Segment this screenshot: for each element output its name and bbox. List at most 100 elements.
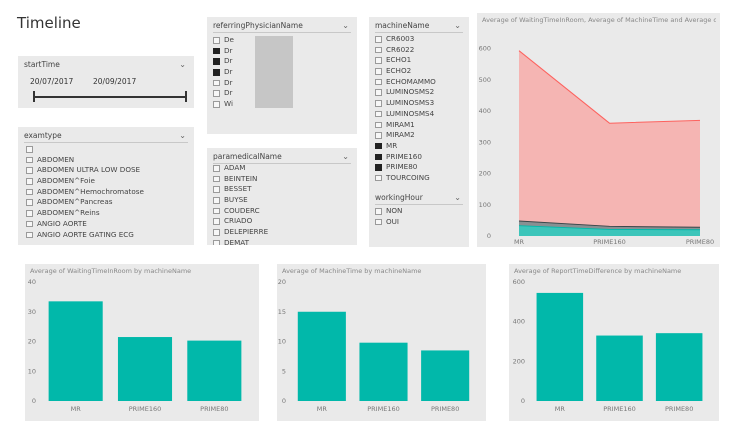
checkbox[interactable] xyxy=(375,68,382,75)
checkbox[interactable] xyxy=(375,132,382,139)
chevron-down-icon[interactable]: ⌄ xyxy=(179,131,186,140)
area-chart-tile[interactable]: Average of WaitingTimeInRoom, Average of… xyxy=(477,13,720,247)
slicer-item[interactable]: LUMINOSMS4 xyxy=(375,109,467,120)
slicer-item[interactable]: ECHO1 xyxy=(375,55,467,66)
chevron-down-icon[interactable]: ⌄ xyxy=(342,21,349,30)
bar-prime160[interactable] xyxy=(359,342,408,401)
bar-prime80[interactable] xyxy=(655,333,703,401)
slicer-item[interactable]: ECHO2 xyxy=(375,66,467,77)
checkbox[interactable] xyxy=(375,208,382,215)
slicer-item[interactable]: DELEPIERRE xyxy=(213,227,353,238)
slicer-item[interactable]: PRIME160 xyxy=(375,152,467,163)
slicer-item[interactable]: COUDERC xyxy=(213,206,353,217)
checkbox[interactable] xyxy=(213,58,220,65)
slicer-item[interactable]: MIRAM2 xyxy=(375,130,467,141)
slicer-item[interactable]: CRIADO xyxy=(213,216,353,227)
chevron-down-icon[interactable]: ⌄ xyxy=(454,193,461,202)
checkbox[interactable] xyxy=(375,142,382,150)
slicer-item[interactable]: ANGIO AORTE xyxy=(26,219,190,230)
slicer-item[interactable]: Dr xyxy=(213,56,353,67)
slicer-item[interactable]: ABDOMEN^Pancreas xyxy=(26,197,190,208)
slicer-item[interactable]: ABDOMEN^Reins xyxy=(26,208,190,219)
report-time-chart-tile[interactable]: Average of ReportTimeDifference by machi… xyxy=(509,264,719,421)
checkbox[interactable] xyxy=(26,210,33,217)
slicer-item[interactable]: LUMINOSMS3 xyxy=(375,98,467,109)
slicer-item[interactable]: De xyxy=(213,35,353,46)
slicer-item[interactable]: ADAM xyxy=(213,163,353,174)
from-date[interactable]: 20/07/2017 xyxy=(30,77,74,86)
machine-time-chart-tile[interactable]: Average of MachineTime by machineName 0 5… xyxy=(277,264,486,421)
bar-prime160[interactable] xyxy=(596,335,643,401)
checkbox[interactable] xyxy=(26,146,33,153)
checkbox[interactable] xyxy=(213,197,220,204)
area-series-0[interactable] xyxy=(519,225,700,236)
checkbox[interactable] xyxy=(375,100,382,107)
checkbox[interactable] xyxy=(26,220,33,228)
slicer-item[interactable]: NON xyxy=(375,206,467,217)
checkbox[interactable] xyxy=(213,165,220,172)
checkbox[interactable] xyxy=(213,218,220,225)
checkbox[interactable] xyxy=(213,175,220,183)
checkbox[interactable] xyxy=(213,69,220,76)
checkbox[interactable] xyxy=(375,121,382,128)
slicer-item[interactable]: LUMINOSMS2 xyxy=(375,87,467,98)
slicer-item[interactable]: MIRAM1 xyxy=(375,120,467,131)
checkbox[interactable] xyxy=(375,78,382,86)
checkbox[interactable] xyxy=(213,37,220,44)
slicer-item[interactable]: Dr xyxy=(213,67,353,78)
slicer-item[interactable]: ECHOMAMMO xyxy=(375,77,467,88)
checkbox[interactable] xyxy=(375,164,382,171)
chevron-down-icon[interactable]: ⌄ xyxy=(179,60,186,69)
slicer-item[interactable]: ANGIO AORTE GATING ECG xyxy=(26,230,190,241)
checkbox[interactable] xyxy=(213,101,220,108)
checkbox[interactable] xyxy=(375,174,382,182)
checkbox[interactable] xyxy=(26,156,33,164)
slicer-item[interactable]: BESSET xyxy=(213,184,353,195)
checkbox[interactable] xyxy=(26,199,33,206)
checkbox[interactable] xyxy=(26,188,33,196)
bar-prime160[interactable] xyxy=(117,337,173,401)
checkbox[interactable] xyxy=(213,47,220,55)
checkbox[interactable] xyxy=(213,239,220,245)
to-date[interactable]: 20/09/2017 xyxy=(93,77,137,86)
slicer-item[interactable]: ABDOMEN^Hemochromatose xyxy=(26,187,190,198)
bar-prime80[interactable] xyxy=(421,350,470,401)
area-series-2[interactable] xyxy=(519,50,700,228)
checkbox[interactable] xyxy=(375,36,382,43)
slicer-item[interactable] xyxy=(26,144,190,155)
bar-prime80[interactable] xyxy=(187,340,242,401)
bar-mr[interactable] xyxy=(297,311,346,401)
slicer-item[interactable]: Dr xyxy=(213,88,353,99)
checkbox[interactable] xyxy=(26,167,33,174)
checkbox[interactable] xyxy=(26,178,33,185)
slicer-item[interactable]: CR6022 xyxy=(375,45,467,56)
slicer-item[interactable]: ABDOMEN ULTRA LOW DOSE xyxy=(26,165,190,176)
checkbox[interactable] xyxy=(213,79,220,87)
chevron-down-icon[interactable]: ⌄ xyxy=(454,21,461,30)
waiting-time-chart-tile[interactable]: Average of WaitingTimeInRoom by machineN… xyxy=(25,264,259,421)
slicer-item[interactable]: Dr xyxy=(213,46,353,57)
bar-mr[interactable] xyxy=(536,292,584,401)
bar-mr[interactable] xyxy=(48,301,103,401)
checkbox[interactable] xyxy=(213,229,220,236)
range-end-handle[interactable] xyxy=(185,91,187,102)
slicer-item[interactable]: MR xyxy=(375,141,467,152)
checkbox[interactable] xyxy=(375,57,382,64)
checkbox[interactable] xyxy=(375,89,382,96)
slicer-item[interactable]: ABDOMEN^Foie xyxy=(26,176,190,187)
checkbox[interactable] xyxy=(26,231,33,238)
checkbox[interactable] xyxy=(375,46,382,54)
slicer-item[interactable]: CR6003 xyxy=(375,34,467,45)
chevron-down-icon[interactable]: ⌄ xyxy=(342,152,349,161)
checkbox[interactable] xyxy=(213,207,220,215)
slicer-item[interactable]: OUI xyxy=(375,217,467,228)
slicer-item[interactable]: ABDOMEN xyxy=(26,155,190,166)
slicer-item[interactable]: DEMAT xyxy=(213,238,353,245)
slicer-item[interactable]: BUYSE xyxy=(213,195,353,206)
slicer-item[interactable]: BEINTEIN xyxy=(213,174,353,185)
checkbox[interactable] xyxy=(213,90,220,97)
checkbox[interactable] xyxy=(213,186,220,193)
checkbox[interactable] xyxy=(375,153,382,161)
slicer-item[interactable]: PRIME80 xyxy=(375,162,467,173)
slicer-item[interactable]: Wi xyxy=(213,99,353,110)
